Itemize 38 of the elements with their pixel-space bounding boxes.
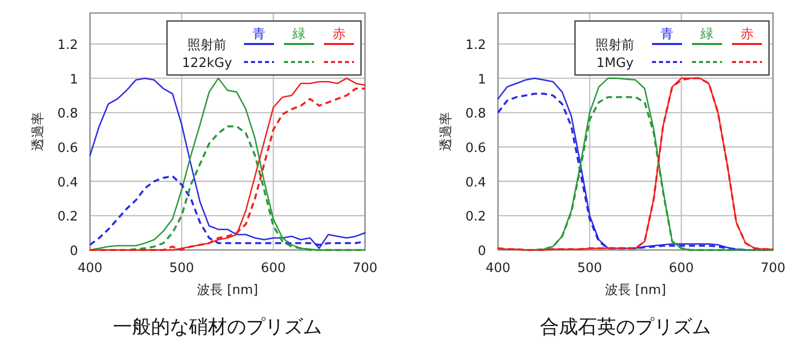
annotation: 照射前 (188, 38, 226, 53)
x-tick-label: 600 (260, 261, 286, 276)
x-tick-label: 700 (760, 261, 786, 276)
y-tick-label: 0.2 (57, 210, 78, 225)
annotation: 122kGy (182, 56, 232, 71)
legend-item: 赤 (324, 27, 354, 63)
x-tick-label: 600 (668, 261, 694, 276)
legend-item: 赤 (732, 27, 762, 63)
y-tick-label: 0.4 (465, 175, 486, 190)
y-tick-label: 0.6 (465, 140, 486, 156)
x-tick-label: 400 (78, 261, 102, 276)
y-tick-label: 0.8 (57, 106, 78, 122)
y-tick-label: 0.2 (465, 210, 486, 225)
legend-item: 緑 (284, 27, 314, 63)
y-tick-label: 1.2 (465, 38, 486, 53)
text: 合成石英のプリズム (540, 316, 711, 338)
x-tick-label: 500 (169, 261, 194, 276)
legend-item: 青 (652, 27, 682, 63)
annotation: 1MGy (596, 56, 634, 71)
x-tick-label: 400 (486, 261, 510, 276)
y-tick-label: 0 (478, 244, 486, 259)
y-tick-label: 1.2 (57, 38, 78, 53)
y-tick-label: 0 (70, 244, 78, 259)
text: 一般的な硝材のプリズム (113, 316, 322, 338)
y-tick-label: 0.6 (57, 140, 78, 156)
y-axis-title: 透過率 (438, 112, 454, 151)
y-tick-label: 1 (70, 72, 78, 88)
legend-item: 青 (244, 27, 274, 63)
y-tick-label: 0.4 (57, 175, 78, 190)
y-axis-title: 透過率 (30, 112, 46, 151)
legend-item: 緑 (692, 27, 722, 63)
y-tick-label: 1 (478, 72, 486, 88)
y-tick-label: 0.8 (465, 106, 486, 122)
x-axis-title: 波長 [nm] (604, 283, 666, 298)
x-tick-label: 700 (352, 261, 378, 276)
x-axis-title: 波長 [nm] (196, 283, 258, 298)
x-tick-label: 500 (577, 261, 602, 276)
annotation: 照射前 (596, 38, 634, 53)
